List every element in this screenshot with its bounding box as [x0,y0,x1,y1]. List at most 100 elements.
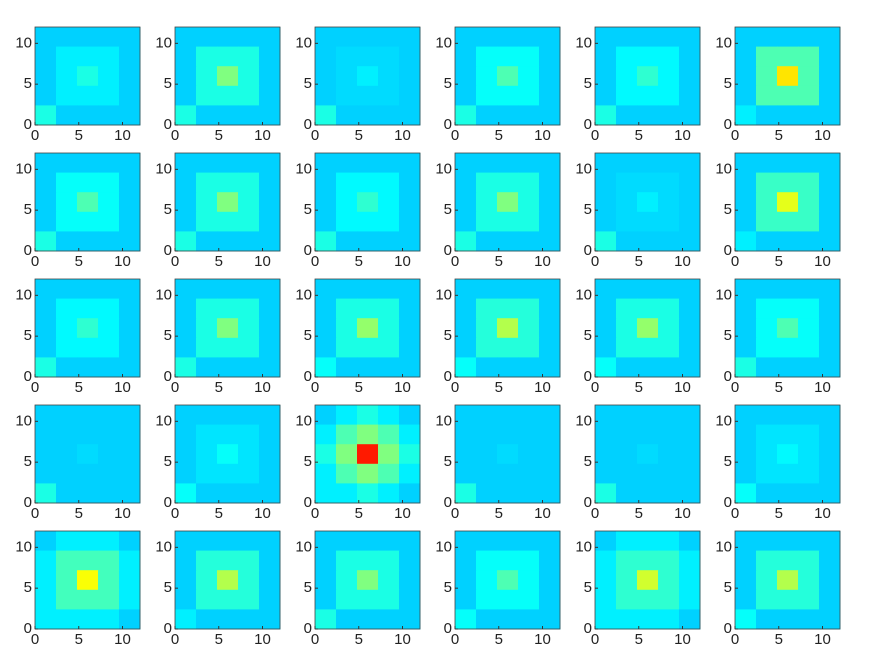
heatmap-cell [679,609,701,630]
heatmap-cell [819,357,841,378]
heatmap-cell [518,46,540,67]
x-tick-label: 10 [674,631,691,648]
heatmap-cell [378,231,400,252]
heatmap-cell [658,609,680,630]
heatmap-cell [175,27,197,48]
heatmap-cell [238,589,260,610]
heatmap-cell [595,298,617,319]
heatmap-cell [756,357,778,378]
y-tick-label: 0 [304,242,312,259]
heatmap-cell [637,444,659,465]
axes-frame [454,404,561,504]
heatmap-cell [539,172,561,193]
y-tick-label: 10 [435,538,452,555]
y-tick-label: 10 [715,160,732,177]
y-tick-label: 5 [724,579,732,596]
heatmap-cell [378,27,400,48]
heatmap-cell [819,570,841,591]
heatmap-cell [679,279,701,300]
x-tick-label: 5 [495,253,503,270]
heatmap-cell [119,570,141,591]
heatmap-cell [476,211,498,232]
heatmap-cell [175,85,197,106]
heatmap-cell [35,279,57,300]
heatmap-cell [77,424,99,445]
heatmap-cell [259,172,281,193]
heatmap-cell [539,192,561,213]
heatmap-cell [336,589,358,610]
heatmap-cell [175,298,197,319]
heatmap-cell [455,279,477,300]
heatmap-cell [378,483,400,504]
heatmap-cell [175,153,197,174]
heatmap-cell [497,46,519,67]
axes-frame [454,530,561,630]
heatmap-cell [35,153,57,174]
heatmap-cell [658,589,680,610]
heatmap-cell [497,211,519,232]
heatmap-cell [595,589,617,610]
heatmap-cell [637,589,659,610]
x-tick-label: 5 [215,253,223,270]
heatmap-cell [658,85,680,106]
heatmap-cell [819,609,841,630]
heatmap-cell [637,85,659,106]
heatmap-cell [658,463,680,484]
heatmap-cell [399,483,421,504]
heatmap-cell [679,27,701,48]
y-tick-label: 0 [584,242,592,259]
heatmap-cell [595,531,617,552]
heatmap-cell [518,85,540,106]
x-tick-label: 5 [775,379,783,396]
heatmap-cell [595,231,617,252]
heatmap-cell [476,85,498,106]
heatmap-cell [77,46,99,67]
heatmap-cell [35,609,57,630]
heatmap-cell [497,105,519,126]
heatmap-cell [735,531,757,552]
heatmap-cell [616,318,638,339]
heatmap-cell [476,463,498,484]
heatmap-cell [315,444,337,465]
heatmap-cell [336,609,358,630]
heatmap-cell [357,46,379,67]
heatmap-cell [497,192,519,213]
heatmap-cell [595,424,617,445]
heatmap-cell [35,463,57,484]
heatmap-cell [119,337,141,358]
heatmap-cell [315,27,337,48]
y-tick-label: 0 [724,620,732,637]
heatmap-cell [315,318,337,339]
heatmap-cell [399,570,421,591]
heatmap-cell [819,337,841,358]
heatmap-cell [175,337,197,358]
heatmap-cell [77,66,99,87]
heatmap-cell [595,483,617,504]
heatmap-cell [735,27,757,48]
heatmap-cell [777,589,799,610]
y-tick-label: 0 [304,494,312,511]
heatmap-cell [777,570,799,591]
x-tick-label: 5 [495,127,503,144]
heatmap-cell [616,279,638,300]
heatmap-cell [77,550,99,571]
y-tick-label: 5 [304,75,312,92]
heatmap-cell [798,172,820,193]
heatmap-cell [777,463,799,484]
x-tick-label: 10 [394,505,411,522]
heatmap-cell [798,46,820,67]
heatmap-cell [378,153,400,174]
heatmap-cell [819,105,841,126]
axes-frame [314,530,421,630]
heatmap-cell [399,405,421,426]
heatmap-cell [98,424,120,445]
y-tick-label: 0 [584,116,592,133]
heatmap-cell [98,405,120,426]
heatmap-cell [196,589,218,610]
x-tick-label: 5 [215,505,223,522]
heatmap-cell [497,609,519,630]
x-tick-label: 5 [215,127,223,144]
heatmap-cell [119,153,141,174]
heatmap-cell [196,550,218,571]
heatmap-cell [175,550,197,571]
